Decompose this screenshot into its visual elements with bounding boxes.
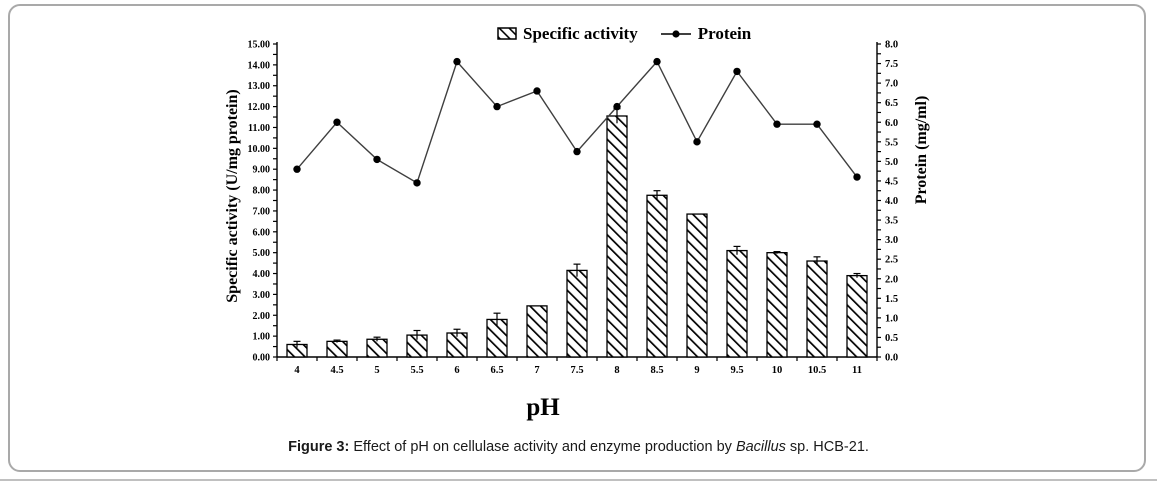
tick-label: 3.5 (885, 216, 898, 227)
tick-label: 4.5 (885, 176, 898, 187)
chart-legend: Specific activity Protein (497, 25, 751, 42)
right-axis-title: Protein (mg/ml) (913, 95, 930, 205)
tick-label: 8 (614, 365, 619, 376)
tick-label: 4.0 (885, 196, 898, 207)
protein-point-ph-7.5 (573, 147, 581, 156)
tick-label: 6.5 (490, 365, 503, 376)
tick-label: 4 (294, 365, 300, 376)
protein-point-ph-6 (453, 57, 461, 66)
tick-label: 5.5 (410, 365, 423, 376)
tick-label: 9.00 (253, 165, 271, 176)
bar-ph-4.5 (326, 340, 348, 358)
tick-label: 4.5 (330, 365, 343, 376)
tick-label: 6.0 (885, 118, 898, 129)
caption-text: Effect of pH on cellulase activity and e… (349, 439, 736, 455)
figure-panel (8, 4, 1146, 472)
tick-label: 9 (694, 365, 699, 376)
tick-label: 7 (534, 365, 539, 376)
protein-point-ph-9.5 (733, 67, 741, 76)
bar-ph-10 (766, 252, 788, 358)
tick-label: 1.00 (253, 332, 271, 343)
protein-point-ph-10 (773, 120, 781, 128)
bar-ph-8 (606, 115, 628, 358)
protein-point-ph-7 (533, 87, 541, 95)
protein-point-ph-5 (373, 155, 381, 164)
tick-label: 5 (374, 365, 379, 376)
bar-ph-7.5 (566, 269, 588, 358)
tick-label: 5.0 (885, 157, 898, 168)
protein-point-ph-8 (613, 102, 621, 111)
protein-point-ph-4 (293, 165, 301, 173)
bar-series-swatch-icon (497, 27, 517, 40)
bar-ph-7 (526, 305, 548, 358)
tick-label: 7.5 (885, 59, 898, 70)
tick-label: 7.0 (885, 79, 898, 90)
protein-point-ph-10.5 (813, 120, 821, 128)
tick-label: 6.00 (253, 227, 271, 238)
figure-caption: Figure 3: Effect of pH on cellulase acti… (0, 439, 1157, 455)
tick-label: 4.00 (253, 269, 271, 280)
tick-label: 10.5 (808, 365, 826, 376)
tick-label: 2.00 (253, 311, 271, 322)
tick-label: 0.0 (885, 353, 898, 364)
tick-label: 9.5 (730, 365, 743, 376)
bar-ph-10.5 (806, 260, 828, 358)
protein-point-ph-4.5 (333, 118, 341, 126)
protein-point-ph-9 (693, 138, 701, 146)
legend-line-label: Protein (697, 24, 752, 43)
tick-label: 6 (454, 365, 459, 376)
tick-label: 8.5 (650, 365, 663, 376)
tick-label: 0.00 (253, 353, 271, 364)
tick-label: 14.00 (248, 60, 271, 71)
tick-label: 3.00 (253, 290, 271, 301)
caption-suffix: sp. HCB-21. (785, 439, 869, 455)
bar-ph-9.5 (726, 249, 748, 358)
line-series-marker-icon (660, 29, 691, 38)
tick-label: 8.00 (253, 186, 271, 197)
x-axis-title: pH (526, 394, 560, 421)
tick-label: 10.00 (248, 144, 271, 155)
tick-label: 7.5 (570, 365, 583, 376)
legend-bar-label: Specific activity (523, 24, 638, 43)
page-bottom-divider (0, 479, 1157, 481)
tick-label: 3.0 (885, 235, 898, 246)
protein-point-ph-8.5 (653, 57, 661, 66)
bar-ph-11 (846, 274, 868, 358)
tick-label: 7.00 (253, 206, 271, 217)
tick-label: 15.00 (248, 40, 271, 51)
left-axis-title: Specific activity (U/mg protein) (224, 89, 241, 303)
tick-label: 11.00 (248, 123, 270, 134)
protein-point-ph-6.5 (493, 102, 501, 111)
tick-label: 13.00 (248, 81, 271, 92)
tick-label: 8.0 (885, 40, 898, 51)
protein-line (296, 60, 858, 184)
tick-label: 2.0 (885, 274, 898, 285)
bar-ph-9 (686, 213, 708, 358)
bar-ph-5 (366, 338, 388, 358)
caption-figure-number: Figure 3: (288, 439, 350, 455)
tick-label: 0.5 (885, 333, 898, 344)
tick-label: 5.5 (885, 137, 898, 148)
tick-label: 11 (852, 365, 862, 376)
protein-point-ph-5.5 (413, 179, 421, 187)
tick-label: 6.5 (885, 98, 898, 109)
caption-species: Bacillus (735, 439, 786, 455)
tick-label: 5.00 (253, 248, 271, 259)
tick-label: 1.0 (885, 313, 898, 324)
tick-label: 2.5 (885, 255, 898, 266)
tick-label: 1.5 (885, 294, 898, 305)
tick-label: 12.00 (248, 102, 271, 113)
tick-label: 10 (772, 365, 783, 376)
bar-ph-8.5 (646, 194, 668, 358)
protein-point-ph-11 (853, 173, 861, 181)
